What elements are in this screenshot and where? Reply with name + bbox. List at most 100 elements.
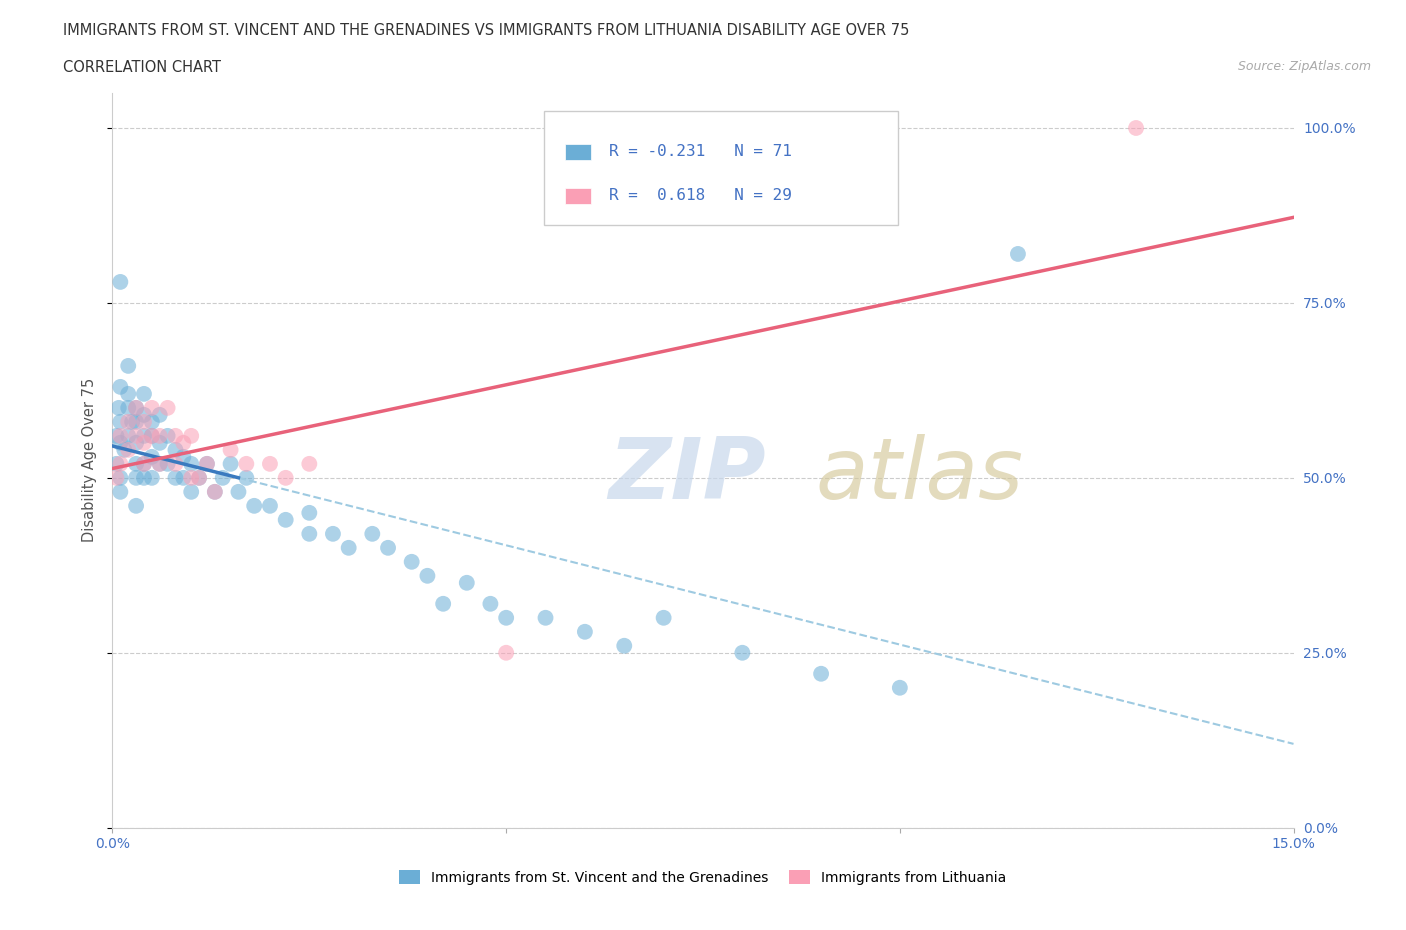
Point bbox=[195, 457, 218, 472]
Point bbox=[219, 457, 242, 472]
Point bbox=[172, 435, 194, 450]
Point bbox=[132, 435, 155, 450]
Point bbox=[401, 554, 423, 569]
Point bbox=[141, 429, 163, 444]
Point bbox=[416, 568, 439, 583]
Text: IMMIGRANTS FROM ST. VINCENT AND THE GRENADINES VS IMMIGRANTS FROM LITHUANIA DISA: IMMIGRANTS FROM ST. VINCENT AND THE GREN… bbox=[63, 23, 910, 38]
Point bbox=[110, 457, 132, 472]
Point bbox=[110, 274, 132, 289]
Point bbox=[180, 485, 202, 499]
Point bbox=[298, 526, 321, 541]
Point bbox=[117, 358, 139, 373]
Point bbox=[456, 576, 478, 591]
Point bbox=[180, 471, 202, 485]
Text: ZIP: ZIP bbox=[609, 433, 766, 516]
Point bbox=[204, 485, 226, 499]
Point bbox=[156, 457, 179, 472]
Point bbox=[322, 526, 344, 541]
Point bbox=[243, 498, 266, 513]
Point bbox=[165, 443, 187, 458]
Point bbox=[165, 429, 187, 444]
Point bbox=[132, 387, 155, 402]
Point bbox=[117, 429, 139, 444]
Point bbox=[141, 401, 163, 416]
Point bbox=[274, 471, 297, 485]
Point bbox=[125, 435, 148, 450]
Point bbox=[810, 666, 832, 681]
Y-axis label: Disability Age Over 75: Disability Age Over 75 bbox=[82, 379, 97, 542]
Legend: Immigrants from St. Vincent and the Grenadines, Immigrants from Lithuania: Immigrants from St. Vincent and the Gren… bbox=[394, 865, 1012, 891]
Point bbox=[141, 449, 163, 464]
Point bbox=[117, 387, 139, 402]
Point bbox=[1007, 246, 1029, 261]
Point bbox=[180, 429, 202, 444]
Point bbox=[110, 379, 132, 394]
Point bbox=[110, 415, 132, 430]
Point bbox=[141, 415, 163, 430]
Point bbox=[149, 457, 172, 472]
Point bbox=[235, 457, 257, 472]
Point bbox=[479, 596, 502, 611]
Point bbox=[156, 429, 179, 444]
Point bbox=[204, 485, 226, 499]
Point bbox=[112, 443, 135, 458]
Point bbox=[110, 485, 132, 499]
Point bbox=[105, 471, 128, 485]
Point bbox=[125, 457, 148, 472]
Point bbox=[188, 471, 211, 485]
Point bbox=[534, 610, 557, 625]
Point bbox=[132, 471, 155, 485]
Point bbox=[432, 596, 454, 611]
Point bbox=[172, 449, 194, 464]
Point bbox=[165, 471, 187, 485]
Point bbox=[337, 540, 360, 555]
Point bbox=[149, 429, 172, 444]
Point bbox=[125, 401, 148, 416]
Point bbox=[495, 610, 517, 625]
FancyBboxPatch shape bbox=[544, 112, 898, 225]
Text: CORRELATION CHART: CORRELATION CHART bbox=[63, 60, 221, 75]
Point bbox=[107, 401, 129, 416]
Point bbox=[117, 415, 139, 430]
Text: Source: ZipAtlas.com: Source: ZipAtlas.com bbox=[1237, 60, 1371, 73]
Point bbox=[188, 471, 211, 485]
Point bbox=[125, 415, 148, 430]
Point bbox=[574, 624, 596, 639]
Point bbox=[298, 505, 321, 520]
Point bbox=[141, 471, 163, 485]
Point bbox=[117, 443, 139, 458]
Point bbox=[235, 471, 257, 485]
Point bbox=[495, 645, 517, 660]
Point bbox=[141, 429, 163, 444]
Text: R =  0.618   N = 29: R = 0.618 N = 29 bbox=[609, 189, 792, 204]
Point bbox=[180, 457, 202, 472]
Point bbox=[228, 485, 250, 499]
Point bbox=[259, 498, 281, 513]
Point bbox=[1125, 121, 1147, 136]
Point bbox=[121, 415, 143, 430]
Point bbox=[156, 401, 179, 416]
Point bbox=[125, 401, 148, 416]
Point bbox=[195, 457, 218, 472]
Point bbox=[110, 429, 132, 444]
Point bbox=[125, 471, 148, 485]
Point bbox=[165, 457, 187, 472]
Point bbox=[377, 540, 399, 555]
FancyBboxPatch shape bbox=[565, 144, 591, 160]
Point bbox=[259, 457, 281, 472]
Point bbox=[125, 498, 148, 513]
Text: R = -0.231   N = 71: R = -0.231 N = 71 bbox=[609, 144, 792, 159]
Point bbox=[117, 401, 139, 416]
Point bbox=[132, 457, 155, 472]
Point bbox=[149, 407, 172, 422]
Point bbox=[172, 471, 194, 485]
Point bbox=[110, 471, 132, 485]
Point bbox=[298, 457, 321, 472]
Point bbox=[219, 443, 242, 458]
Point bbox=[149, 457, 172, 472]
Point bbox=[613, 638, 636, 653]
Point bbox=[149, 435, 172, 450]
Point bbox=[652, 610, 675, 625]
FancyBboxPatch shape bbox=[565, 188, 591, 204]
Point bbox=[731, 645, 754, 660]
